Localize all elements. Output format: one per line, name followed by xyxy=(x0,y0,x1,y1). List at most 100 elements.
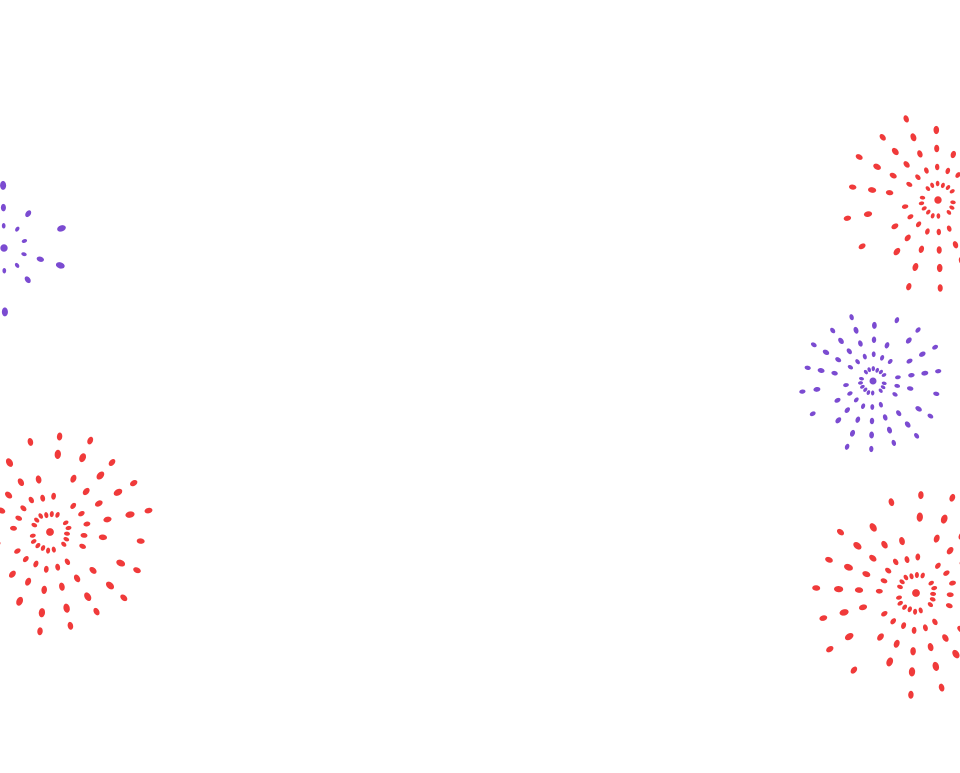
firework-spark xyxy=(35,475,42,484)
firework-spark xyxy=(887,358,893,365)
firework-spark xyxy=(94,500,103,507)
firework-spark xyxy=(40,545,46,551)
firework-spark xyxy=(904,421,911,428)
firework-center-dot xyxy=(869,377,877,385)
firework-spark xyxy=(885,567,892,574)
firework-spark xyxy=(891,223,899,230)
firework-spark xyxy=(915,327,921,333)
firework-spark xyxy=(934,144,940,153)
firework-spark xyxy=(924,167,929,174)
firework-spark xyxy=(844,443,850,450)
firework-spark xyxy=(55,512,60,518)
firework-spark xyxy=(932,618,938,626)
firework-spark xyxy=(895,375,901,380)
firework-spark xyxy=(925,186,931,192)
firework-spark xyxy=(911,626,917,634)
firework-spark xyxy=(830,327,836,334)
firework-spark xyxy=(889,172,897,179)
firework-spark xyxy=(0,180,7,190)
firework-spark xyxy=(873,163,881,170)
firework-spark xyxy=(915,221,922,228)
firework-spark xyxy=(869,431,874,439)
firework-spark xyxy=(935,180,940,187)
firework-spark xyxy=(63,536,70,542)
firework-spark xyxy=(936,213,941,219)
firework-spark xyxy=(83,521,91,527)
firework-spark xyxy=(937,284,943,292)
firework-spark xyxy=(55,563,61,571)
firework-spark xyxy=(882,414,888,421)
firework-spark xyxy=(936,246,942,254)
firework-spark xyxy=(934,163,940,171)
firework-spark xyxy=(880,385,886,390)
firework-spark xyxy=(46,547,51,554)
firework-spark xyxy=(909,573,914,580)
firework-spark xyxy=(105,581,115,590)
firework-burst-red-right-top xyxy=(843,115,960,292)
firework-spark xyxy=(919,351,926,357)
firework-spark xyxy=(913,608,918,615)
firework-spark xyxy=(79,453,87,463)
firework-spark xyxy=(897,600,903,606)
firework-spark xyxy=(844,632,854,641)
firework-spark xyxy=(888,498,895,507)
firework-spark xyxy=(34,517,40,523)
firework-spark xyxy=(869,445,874,453)
firework-spark xyxy=(918,607,923,614)
firework-spark xyxy=(835,357,842,363)
firework-spark xyxy=(871,366,876,372)
firework-spark xyxy=(869,554,877,562)
firework-spark xyxy=(15,226,20,232)
firework-spark xyxy=(908,667,916,677)
firework-spark xyxy=(881,373,887,377)
firework-spark xyxy=(831,370,838,376)
firework-spark xyxy=(945,167,951,175)
firework-spark xyxy=(14,262,20,268)
firework-spark xyxy=(103,516,112,523)
firework-spark xyxy=(835,417,842,424)
firework-spark xyxy=(30,539,37,544)
firework-spark xyxy=(880,578,888,584)
firework-spark xyxy=(875,367,880,373)
firework-spark xyxy=(844,407,851,413)
firework-spark xyxy=(906,386,914,391)
firework-spark xyxy=(0,540,1,547)
firework-spark xyxy=(907,606,912,613)
firework-spark xyxy=(916,512,923,522)
firework-spark xyxy=(878,369,883,375)
firework-spark xyxy=(915,406,922,412)
firework-spark xyxy=(918,245,925,253)
firework-spark xyxy=(935,369,942,374)
firework-spark xyxy=(804,365,811,370)
firework-spark xyxy=(120,594,128,602)
firework-spark xyxy=(35,542,41,549)
firework-spark xyxy=(31,522,38,528)
firework-spark xyxy=(861,403,866,409)
firework-spark xyxy=(847,364,854,370)
firework-spark xyxy=(870,404,875,410)
firework-spark xyxy=(955,172,960,178)
firework-spark xyxy=(54,449,61,460)
firework-spark xyxy=(871,351,876,358)
firework-spark xyxy=(949,493,956,502)
firework-spark xyxy=(950,150,956,159)
firework-spark xyxy=(933,125,940,135)
firework-spark xyxy=(21,239,28,243)
firework-spark xyxy=(915,553,921,561)
firework-spark xyxy=(930,213,935,219)
firework-spark xyxy=(930,591,937,596)
firework-spark xyxy=(863,369,868,375)
firework-spark xyxy=(843,215,852,221)
firework-spark xyxy=(932,661,940,671)
firework-burst-purple-right-middle xyxy=(799,314,942,453)
firework-spark xyxy=(870,390,875,396)
firework-spark xyxy=(93,607,100,616)
firework-spark xyxy=(84,592,92,602)
firework-spark xyxy=(28,496,35,504)
firework-spark xyxy=(899,537,905,546)
firework-spark xyxy=(867,187,877,193)
firework-spark xyxy=(925,228,930,235)
firework-spark xyxy=(903,161,910,168)
firework-spark xyxy=(952,649,960,659)
firework-spark xyxy=(891,147,899,156)
